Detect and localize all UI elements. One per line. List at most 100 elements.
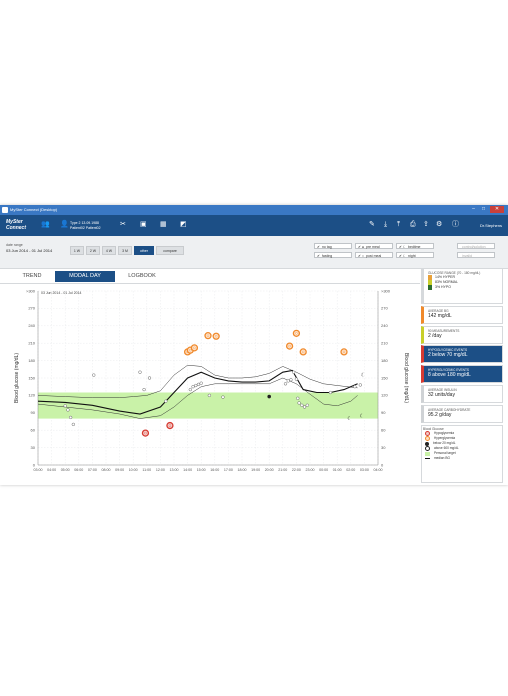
legend-label: Hyperglycemia [434,436,456,440]
bg-reading-point[interactable] [302,405,307,409]
glucose-range-card: GLUCOSE RANGE (70 - 180 mg/dL) 14% HYPER… [421,268,503,304]
stat-card-hypoglycemic-events[interactable]: HYPOGLYCEMIC EVENTS 2 below 70 mg/dL [421,345,503,363]
filter-bedtime[interactable]: ✔ ☾ bedtime [396,243,434,249]
stats-panel: GLUCOSE RANGE (70 - 180 mg/dL) 14% HYPER… [421,268,503,485]
info-icon[interactable]: ⓘ [452,221,459,228]
stat-card-title: 90 MEASUREMENTS [428,329,460,333]
night-reading-icon[interactable]: ☾ [359,413,363,419]
below-20-point[interactable] [267,394,272,399]
hypoglycemia-point-core [144,432,147,435]
bg-reading-point[interactable] [294,377,299,381]
legend-label: median BG [434,456,450,460]
bg-reading-point[interactable] [300,403,304,407]
x-tick-label: 04:00 [47,468,56,472]
filter-invalid[interactable]: invalid [457,252,495,258]
legend-list: Hypoglycemia Hyperglycemia below 20 mg/dL a… [423,431,502,461]
bg-reading-point[interactable] [199,381,203,385]
period-other[interactable]: other [134,246,154,255]
bg-reading-point[interactable] [297,401,301,405]
bg-reading-point[interactable] [358,383,362,387]
period-compare[interactable]: compare [156,246,184,255]
report-icon[interactable]: ◩ [180,221,187,228]
bg-reading-point[interactable] [188,387,192,392]
bg-reading-point[interactable] [305,403,309,407]
stat-card-average-insulin[interactable]: AVERAGE INSULIN 32 units/day [421,385,503,403]
bg-reading-point[interactable] [207,393,212,398]
bg-reading-point[interactable] [191,385,195,389]
stat-card-average-carbohydrate[interactable]: AVERAGE CARBOHYDRATE 95.2 g/day [421,405,503,423]
bg-reading-point[interactable] [286,379,290,383]
filter-mark: ✔ ● [358,245,365,249]
bg-reading-point[interactable] [66,408,70,412]
y-tick-label-right: 240 [381,323,388,328]
period-1w[interactable]: 1 W [70,246,84,255]
hyperglycemia-point-core [193,346,196,349]
bg-reading-point[interactable] [283,382,288,386]
stat-card-average-bg[interactable]: AVERAGE BG 142 mg/dL [421,306,503,324]
glucose-range-title: GLUCOSE RANGE (70 - 180 mg/dL) [428,271,481,275]
maximize-button[interactable]: □ [481,206,486,212]
print-icon[interactable]: ⎙ [410,221,416,228]
bg-reading-point[interactable] [63,404,67,408]
x-tick-label: 05:00 [61,468,70,472]
bg-reading-point[interactable] [194,383,198,388]
patients-icon[interactable]: 👥 [41,221,50,228]
download-icon[interactable]: ⤓ [384,221,388,228]
person-icon[interactable]: 👤 [60,221,69,228]
tools-icon[interactable]: ✂ [120,221,126,228]
filter-control-solution[interactable]: control/solution [457,243,495,249]
night-reading-icon[interactable]: ☾ [361,373,365,379]
settings-icon[interactable]: ⚙ [436,221,443,228]
bg-reading-point[interactable] [196,382,201,387]
filter-post-meal[interactable]: ✔ ○ post meal [355,252,393,258]
grid-icon[interactable]: ▦ [160,221,167,228]
bg-reading-point[interactable] [92,373,96,377]
bg-reading-point[interactable] [71,422,76,427]
period-2w[interactable]: 2 W [86,246,100,255]
bg-reading-point[interactable] [296,396,300,400]
night-reading-icon[interactable]: ☾ [347,416,351,422]
hyperglycemia-point-core [206,334,210,337]
date-range-label: date range [6,243,23,247]
upload-icon[interactable]: ⤒ [397,221,401,228]
bg-reading-point[interactable] [353,385,357,389]
export-icon[interactable]: ⇪ [423,221,429,228]
minimize-button[interactable]: – [472,206,475,212]
bg-reading-point[interactable] [289,378,293,382]
stat-card-hyperglycemic-events[interactable]: HYPERGLYCEMIC EVENTS 8 above 180 mg/dL [421,365,503,383]
filter-pre-meal[interactable]: ✔ ● pre meal [355,243,393,249]
period-3m[interactable]: 3 M [118,246,132,255]
date-range-value[interactable]: 03 Jun 2014 - 01 Jul 2014 [6,248,53,253]
legend-hypoglycemia: Hypoglycemia [423,431,502,436]
bg-reading-point[interactable] [142,387,146,392]
tab-logbook[interactable]: LOGBOOK [128,273,156,279]
filter-no-tag[interactable]: ✔ no tag [314,243,352,249]
x-tick-label: 19:00 [251,468,260,472]
tab-modal-day[interactable]: MODAL DAY [55,271,115,282]
bg-reading-point[interactable] [147,376,152,380]
filter-fasting[interactable]: ✔ fasting [314,252,352,258]
bg-reading-point[interactable] [68,415,73,420]
range-color-bar [428,280,432,285]
bg-reading-point[interactable] [328,390,333,395]
bg-reading-point[interactable] [292,370,296,374]
bg-reading-point[interactable] [164,399,168,403]
legend-above-600: above 600 mg/dL [423,446,502,451]
period-4w[interactable]: 4 W [102,246,116,255]
y-axis-title-right: Blood glucose (mg/dL) [403,353,409,403]
user-name[interactable]: Dr.Stephens [479,223,502,228]
edit-icon[interactable]: ✎ [369,221,375,228]
legend-swatch [425,431,430,436]
y-tick-label-left: 210 [28,341,35,346]
x-tick-label: 07:00 [88,468,97,472]
tab-trend[interactable]: TREND [22,273,42,279]
bg-reading-point[interactable] [138,370,142,374]
close-button[interactable]: ✕ [490,206,504,213]
legend-card: Blood Glucose Hypoglycemia Hyperglycemia b… [421,425,503,483]
x-tick-label: 02:00 [346,468,355,472]
stat-card-90-measurements[interactable]: 90 MEASUREMENTS 2 /day [421,326,503,344]
y-tick-label-right: 0 [381,462,384,467]
filter-night[interactable]: ✔ ☾ night [396,252,434,258]
bg-reading-point[interactable] [221,395,225,399]
device-icon[interactable]: ▣ [140,221,147,228]
